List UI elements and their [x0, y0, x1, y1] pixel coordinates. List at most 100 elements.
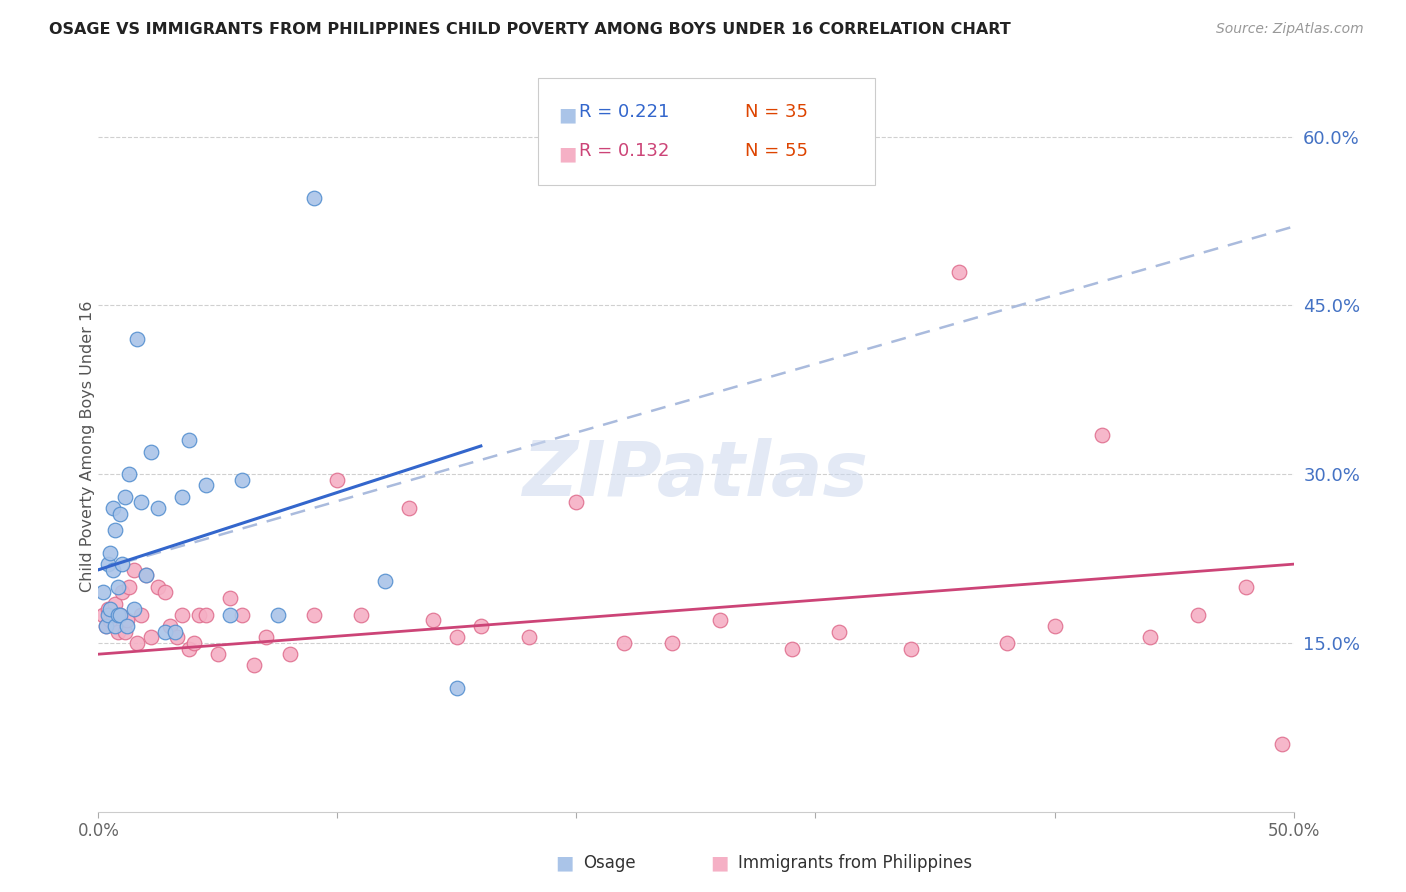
Point [97, 607, 120, 622]
Point [302, 191, 325, 205]
Point [267, 607, 290, 622]
Text: Immigrants from Philippines: Immigrants from Philippines [738, 855, 973, 872]
Point [139, 444, 162, 458]
Point [114, 490, 136, 504]
Point [183, 636, 205, 650]
Point [107, 607, 129, 622]
Point [187, 607, 209, 622]
Point [374, 574, 396, 588]
Point [98, 614, 122, 628]
Point [219, 607, 242, 622]
Point [661, 636, 683, 650]
Y-axis label: Child Poverty Among Boys Under 16: Child Poverty Among Boys Under 16 [80, 301, 94, 591]
Point [148, 580, 170, 594]
Point [108, 607, 131, 622]
Point [517, 630, 540, 644]
Text: R = 0.132: R = 0.132 [579, 142, 669, 160]
Point [94, 619, 117, 633]
Point [97, 557, 120, 571]
Point [108, 507, 131, 521]
Point [780, 641, 803, 656]
Point [148, 500, 170, 515]
Point [118, 580, 141, 594]
Text: ■: ■ [555, 854, 574, 872]
Point [97, 602, 120, 616]
Text: OSAGE VS IMMIGRANTS FROM PHILIPPINES CHILD POVERTY AMONG BOYS UNDER 16 CORRELATI: OSAGE VS IMMIGRANTS FROM PHILIPPINES CHI… [49, 22, 1011, 37]
Point [98, 546, 122, 560]
Point [231, 607, 253, 622]
Point [398, 500, 420, 515]
Point [115, 614, 138, 628]
Point [278, 647, 301, 661]
Point [135, 568, 157, 582]
Point [1139, 630, 1161, 644]
Point [114, 624, 136, 639]
Point [1234, 580, 1257, 594]
Point [124, 563, 146, 577]
Point [115, 619, 138, 633]
Point [422, 614, 444, 628]
Text: Osage: Osage [583, 855, 636, 872]
Point [101, 500, 124, 515]
Point [995, 636, 1018, 650]
Point [131, 607, 153, 622]
Point [131, 495, 153, 509]
Point [124, 602, 146, 616]
Point [107, 580, 129, 594]
Text: ■: ■ [558, 105, 576, 124]
Point [101, 607, 124, 622]
Point [1187, 607, 1209, 622]
Point [179, 434, 201, 448]
Point [1091, 427, 1114, 442]
Point [91, 607, 114, 622]
Text: ■: ■ [710, 854, 728, 872]
Point [219, 591, 242, 605]
Point [163, 624, 186, 639]
Point [111, 585, 134, 599]
Text: R = 0.221: R = 0.221 [579, 103, 669, 120]
Point [350, 607, 373, 622]
Point [172, 607, 194, 622]
Point [302, 607, 325, 622]
Point [118, 467, 141, 482]
Point [104, 524, 127, 538]
Point [231, 473, 253, 487]
Point [104, 597, 127, 611]
Point [207, 647, 229, 661]
Point [900, 641, 922, 656]
Point [125, 332, 148, 346]
Point [1271, 737, 1294, 751]
Point [446, 630, 468, 644]
Point [470, 619, 492, 633]
Text: ■: ■ [558, 145, 576, 163]
Point [94, 619, 117, 633]
Point [195, 478, 218, 492]
Point [166, 630, 188, 644]
Text: N = 35: N = 35 [745, 103, 808, 120]
Point [108, 607, 131, 622]
Text: N = 55: N = 55 [745, 142, 808, 160]
Point [613, 636, 636, 650]
Text: Source: ZipAtlas.com: Source: ZipAtlas.com [1216, 22, 1364, 37]
Point [155, 624, 177, 639]
Point [111, 557, 134, 571]
Point [1043, 619, 1066, 633]
Point [709, 614, 731, 628]
Point [101, 563, 124, 577]
Text: ZIPatlas: ZIPatlas [523, 438, 869, 512]
Point [446, 681, 468, 695]
Point [254, 630, 277, 644]
Point [125, 636, 148, 650]
Point [179, 641, 201, 656]
Point [107, 624, 129, 639]
Point [828, 624, 851, 639]
Point [565, 495, 588, 509]
Point [159, 619, 181, 633]
Point [155, 585, 177, 599]
Point [139, 630, 162, 644]
Point [135, 568, 157, 582]
Point [948, 264, 970, 278]
Point [326, 473, 349, 487]
Point [172, 490, 194, 504]
Point [104, 619, 127, 633]
